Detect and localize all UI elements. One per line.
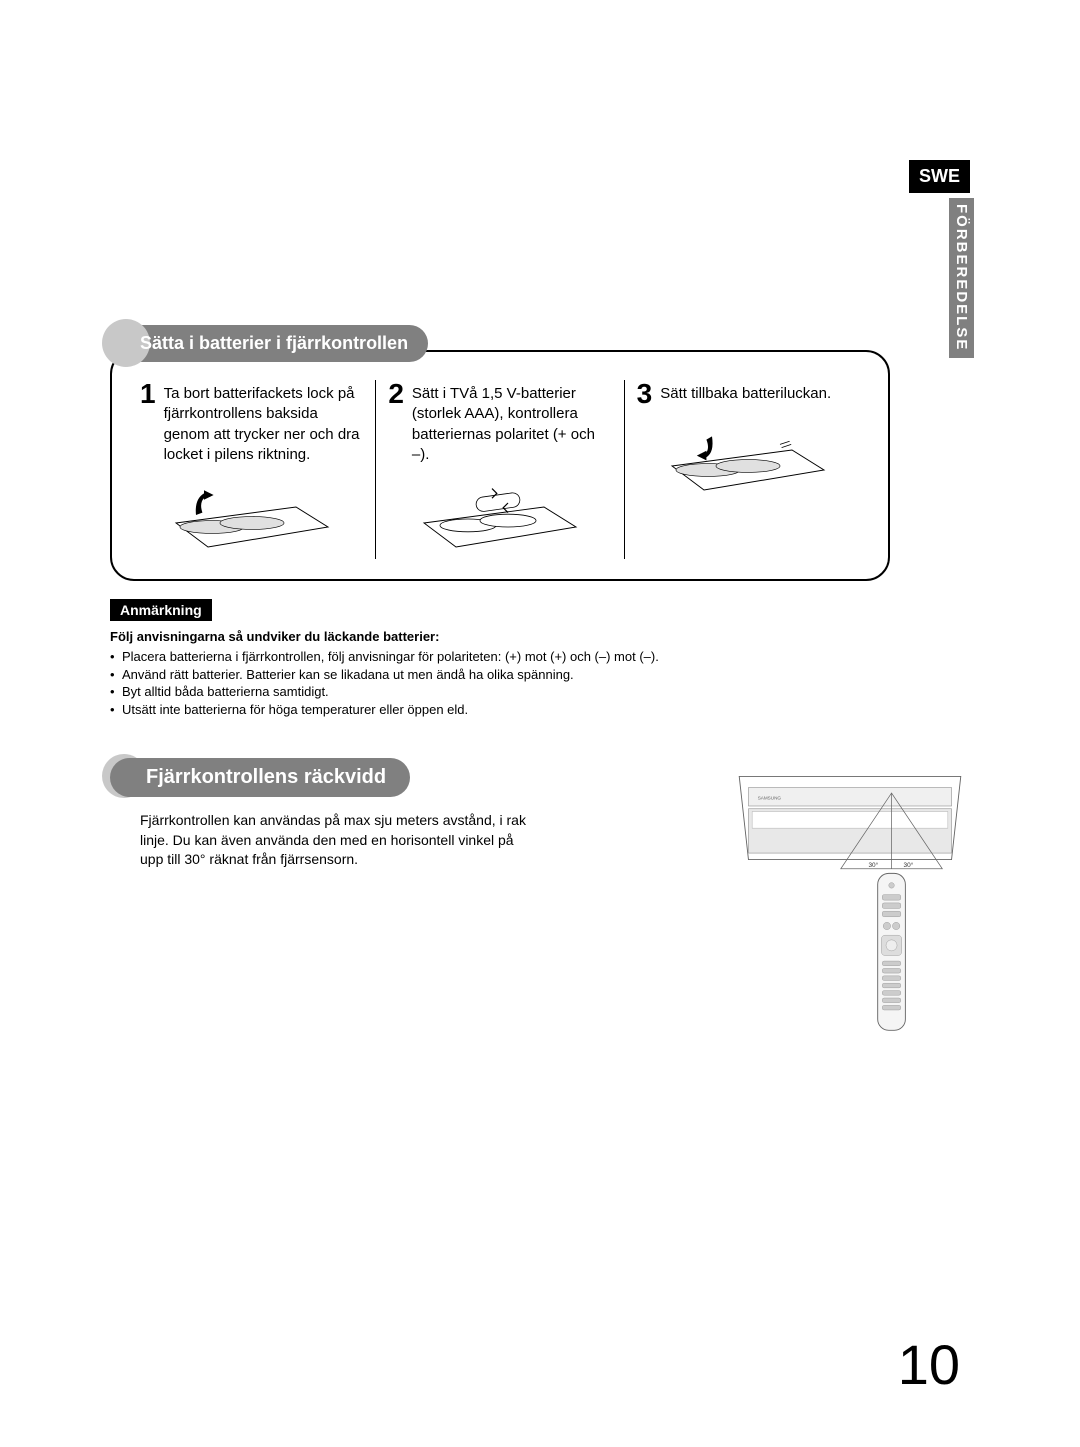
step-illustration [388, 479, 611, 559]
remove-cover-illustration [162, 479, 342, 559]
range-body-text: Fjärrkontrollen kan användas på max sju … [110, 811, 530, 870]
insert-batteries-illustration [410, 479, 590, 559]
angle-left-label: 30° [868, 861, 878, 869]
section-tab: FÖRBEREDELSE [949, 198, 974, 358]
step-1: 1 Ta bort batterifackets lock på fjärrko… [128, 380, 375, 559]
step-3: 3 Sätt tillbaka batteriluckan. [624, 380, 872, 559]
step-text: Sätt tillbaka batteriluckan. [660, 380, 831, 404]
note-item: Använd rätt batterier. Batterier kan se … [110, 666, 970, 684]
replace-cover-illustration [658, 422, 838, 502]
step-text: Ta bort batterifackets lock på fjärrkont… [164, 380, 364, 465]
note-badge: Anmärkning [110, 599, 212, 621]
step-number: 1 [140, 380, 156, 408]
step-illustration [140, 479, 363, 559]
section-heading-text: Fjärrkontrollens räckvidd [146, 766, 386, 788]
section-heading-batteries: Sätta i batterier i fjärrkontrollen [110, 325, 428, 362]
step-number: 2 [388, 380, 404, 408]
note-item: Utsätt inte batterierna för höga tempera… [110, 701, 970, 719]
note-item: Byt alltid båda batterierna samtidigt. [110, 683, 970, 701]
angle-right-label: 30° [904, 861, 914, 869]
step-illustration [637, 422, 860, 502]
range-diagram-illustration: SAMSUNG 30° 30° [730, 758, 970, 1053]
step-number: 3 [637, 380, 653, 408]
step-2: 2 Sätt i TVå 1,5 V-batterier (storlek AA… [375, 380, 623, 559]
note-list: Placera batterierna i fjärrkontrollen, f… [110, 648, 970, 718]
heading-ornament-circle [102, 754, 146, 798]
svg-text:SAMSUNG: SAMSUNG [758, 796, 782, 801]
steps-container: 1 Ta bort batterifackets lock på fjärrko… [110, 350, 890, 581]
section-heading-text: Sätta i batterier i fjärrkontrollen [140, 333, 408, 353]
note-title: Följ anvisningarna så undviker du läckan… [110, 629, 970, 644]
page-number: 10 [898, 1332, 960, 1397]
section-heading-range: Fjärrkontrollens räckvidd [110, 758, 410, 797]
language-badge: SWE [909, 160, 970, 193]
step-text: Sätt i TVå 1,5 V-batterier (storlek AAA)… [412, 380, 612, 465]
note-item: Placera batterierna i fjärrkontrollen, f… [110, 648, 970, 666]
